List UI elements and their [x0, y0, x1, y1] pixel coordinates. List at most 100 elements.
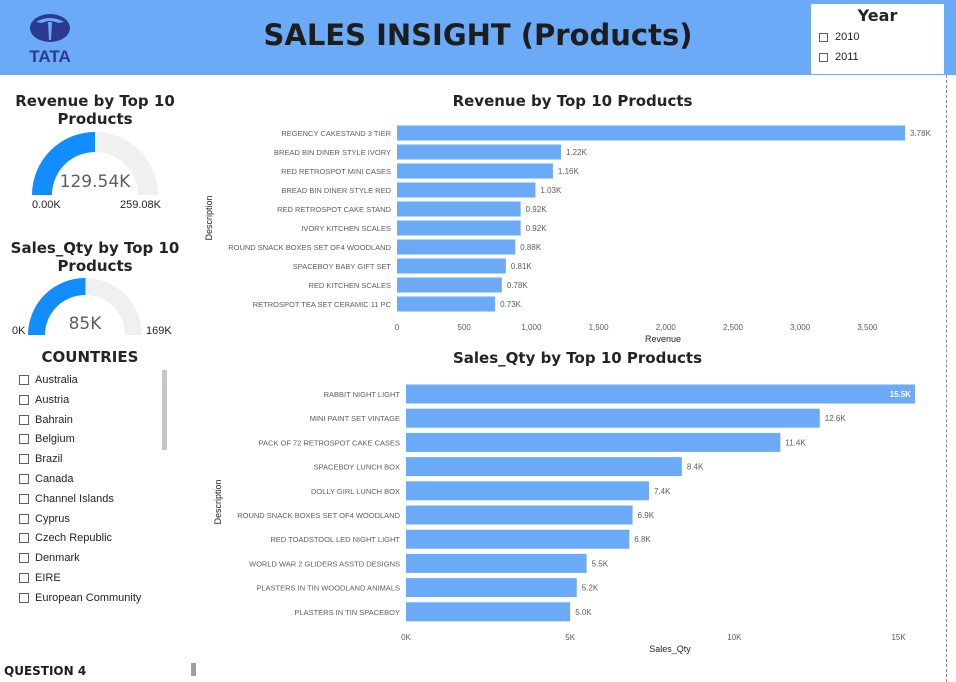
data-label: 0.73K — [500, 300, 522, 309]
category-label: IVORY KITCHEN SCALES — [301, 224, 391, 233]
bar — [397, 296, 496, 312]
revenue-gauge-max: 259.08K — [120, 199, 161, 211]
country-label: Czech Republic — [35, 532, 113, 545]
country-item[interactable]: Canada — [19, 472, 74, 486]
country-item[interactable]: Denmark — [19, 551, 80, 565]
x-tick-label: 3,000 — [790, 323, 811, 332]
checkbox[interactable] — [19, 375, 29, 385]
country-item[interactable]: EIRE — [19, 571, 61, 585]
checkbox[interactable] — [19, 414, 29, 425]
country-item[interactable]: Czech Republic — [19, 531, 112, 545]
country-item[interactable]: Cyprus — [19, 512, 70, 526]
checkbox[interactable] — [19, 573, 29, 583]
category-label: RED KITCHEN SCALES — [308, 281, 391, 290]
country-item[interactable]: Bahrain — [19, 413, 73, 427]
data-label: 3.78K — [910, 129, 932, 138]
country-label: Canada — [35, 473, 74, 485]
data-label: 5.0K — [575, 608, 592, 617]
bar — [406, 408, 820, 428]
checkbox[interactable] — [19, 394, 29, 405]
x-axis-label: Revenue — [645, 334, 681, 344]
category-label: SPACEBOY LUNCH BOX — [314, 463, 400, 472]
data-label: 0.81K — [511, 262, 533, 271]
checkbox[interactable] — [19, 533, 29, 544]
category-label: RABBIT NIGHT LIGHT — [324, 390, 401, 399]
country-label: European Community — [35, 591, 142, 604]
country-item[interactable]: Austria — [19, 393, 69, 407]
bar — [406, 457, 682, 477]
bar — [406, 553, 587, 573]
bar — [397, 182, 536, 198]
checkbox[interactable] — [19, 493, 29, 504]
qty-gauge-max: 169K — [146, 325, 172, 337]
year-option-2010[interactable]: 2010 — [819, 31, 859, 43]
logo-text: TATA — [29, 47, 71, 66]
page-border — [946, 75, 947, 682]
checkbox[interactable] — [19, 553, 29, 564]
page-tab-label[interactable]: QUESTION 4 — [4, 664, 87, 678]
data-label: 8.4K — [687, 463, 704, 472]
category-label: ROUND SNACK BOXES SET OF4 WOODLAND — [237, 511, 400, 520]
x-tick-label: 0K — [401, 633, 411, 642]
bar — [406, 529, 630, 549]
x-tick-label: 10K — [727, 633, 742, 642]
country-label: Brazil — [35, 453, 63, 466]
data-label: 1.16K — [558, 167, 580, 176]
bar — [397, 239, 516, 255]
gauge-fill — [28, 278, 86, 335]
bar — [406, 578, 577, 598]
x-tick-label: 2,500 — [723, 323, 744, 332]
category-label: PLASTERS IN TIN SPACEBOY — [294, 608, 400, 617]
checkbox[interactable] — [19, 434, 29, 445]
bar — [397, 163, 553, 179]
country-item[interactable]: European Community — [19, 591, 141, 605]
footer-scrollbar[interactable] — [191, 663, 196, 676]
category-label: RED RETROSPOT CAKE STAND — [277, 205, 391, 214]
data-label: 0.88K — [520, 243, 542, 252]
x-tick-label: 500 — [458, 323, 472, 332]
year-slicer-title: Year — [857, 6, 898, 25]
category-label: WORLD WAR 2 GLIDERS ASSTD DESIGNS — [249, 559, 400, 568]
country-label: Austria — [35, 393, 70, 406]
year-option-2011[interactable]: 2011 — [819, 51, 859, 63]
bar — [397, 258, 506, 274]
data-label: 12.6K — [825, 414, 847, 423]
country-item[interactable]: Channel Islands — [19, 492, 114, 506]
qty-chart-title: Sales_Qty by Top 10 Products — [452, 349, 703, 367]
countries-list: Australia Austria Bahrain Belgium Brazil Cana… — [19, 370, 169, 612]
qty-gauge-min: 0K — [12, 325, 26, 337]
checkbox[interactable] — [819, 32, 828, 42]
category-label: BREAD BIN DINER STYLE IVORY — [274, 148, 391, 157]
revenue-gauge — [32, 132, 158, 195]
x-tick-label: 3,500 — [857, 323, 878, 332]
category-label: RED TOADSTOOL LED NIGHT LIGHT — [270, 535, 400, 544]
country-item[interactable]: Belgium — [19, 432, 75, 446]
country-item[interactable]: Australia — [19, 373, 78, 387]
category-label: RED RETROSPOT MINI CASES — [281, 167, 391, 176]
data-label: 0.92K — [526, 205, 548, 214]
bar — [397, 201, 521, 217]
data-label: 0.92K — [526, 224, 548, 233]
x-tick-label: 15K — [891, 633, 906, 642]
category-label: PACK OF 72 RETROSPOT CAKE CASES — [259, 438, 400, 447]
category-label: DOLLY GIRL LUNCH BOX — [311, 487, 400, 496]
checkbox[interactable] — [819, 52, 828, 62]
country-item[interactable]: Brazil — [19, 452, 63, 466]
year-slicer: Year 2010 2011 — [811, 4, 944, 74]
country-label: Denmark — [35, 552, 80, 565]
country-label: Bahrain — [35, 413, 73, 426]
bar — [397, 125, 905, 141]
category-label: REGENCY CAKESTAND 3 TIER — [281, 129, 391, 138]
gauge-fill — [32, 132, 95, 195]
data-label: 5.2K — [582, 584, 599, 593]
checkbox[interactable] — [19, 454, 29, 465]
data-label: 1.22K — [566, 148, 588, 157]
y-axis-label: Description — [204, 195, 214, 240]
category-label: MINI PAINT SET VINTAGE — [310, 414, 400, 423]
countries-scrollbar[interactable] — [162, 370, 167, 450]
checkbox[interactable] — [19, 513, 29, 524]
revenue-gauge-title: Revenue by Top 10 Products — [15, 92, 175, 128]
checkbox[interactable] — [19, 474, 29, 484]
revenue-bar-chart: REGENCY CAKESTAND 3 TIER 3.78K BREAD BIN D… — [204, 125, 932, 344]
checkbox[interactable] — [19, 592, 29, 603]
